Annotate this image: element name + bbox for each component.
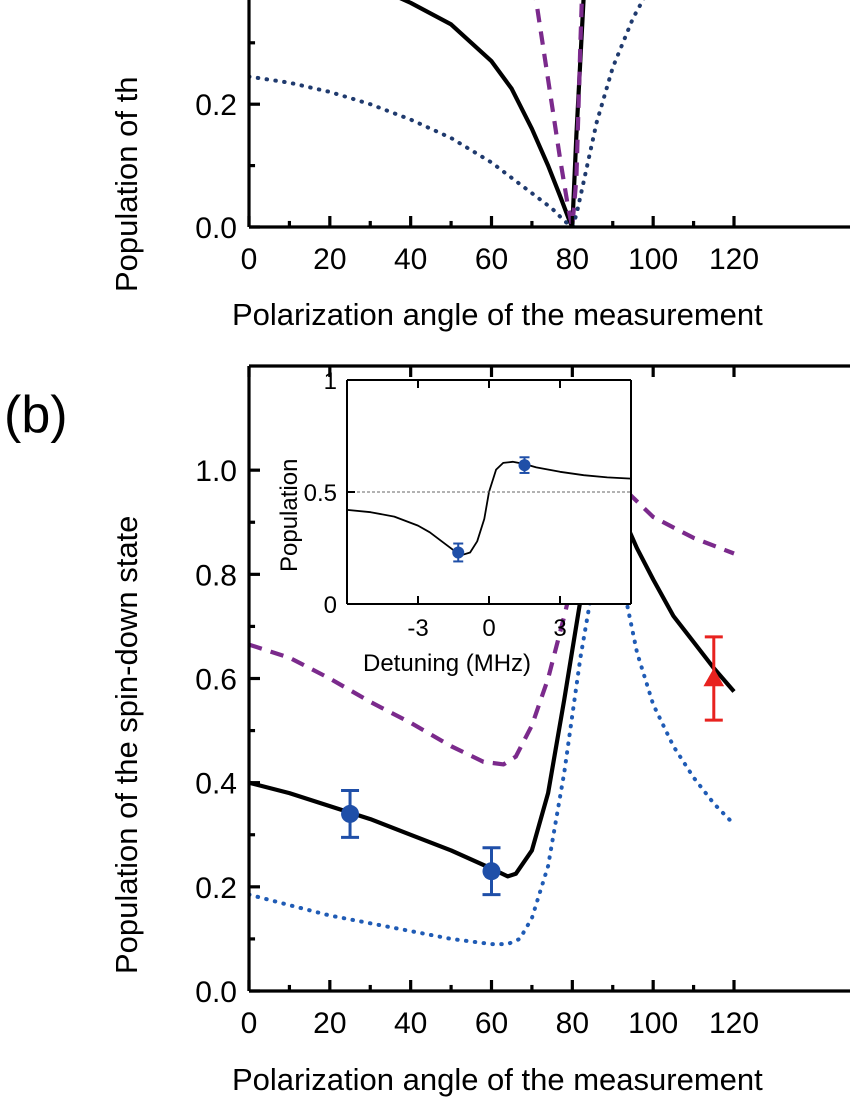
inset-series-solid-line bbox=[347, 460, 632, 556]
panel-b-marker-triangle bbox=[703, 668, 725, 687]
panel-b-marker-circle bbox=[341, 804, 360, 823]
panel-b-x-tick-label: 80 bbox=[556, 1007, 589, 1040]
panel-b: (b) Population of the spin-down state 0 2… bbox=[4, 364, 850, 1097]
panel-b-y-label: Population of the spin-down state bbox=[109, 516, 144, 974]
panel-a-x-tick-label: 80 bbox=[556, 243, 589, 276]
panel-b-series-solid-line bbox=[249, 488, 736, 879]
inset-y-tick-label: 1 bbox=[324, 368, 337, 395]
panel-b-x-label: Polarization angle of the measurement bbox=[232, 1062, 763, 1097]
inset-y-tick-label: 0.5 bbox=[304, 480, 337, 507]
inset: -3 0 3 0 0.5 1 Population Detuning (MHz) bbox=[276, 368, 632, 677]
panel-b-x-tick-label: 0 bbox=[241, 1007, 258, 1040]
panel-a-x-tick-label: 120 bbox=[709, 243, 759, 276]
panel-b-y-tick-label: 0.0 bbox=[195, 976, 237, 1009]
inset-marker-circle bbox=[452, 546, 465, 559]
panel-a-x-tick-label: 60 bbox=[475, 243, 508, 276]
inset-y-label: Population bbox=[276, 459, 303, 572]
inset-data-point bbox=[518, 456, 531, 474]
inset-x-label: Detuning (MHz) bbox=[363, 650, 531, 677]
panel-b-x-tick-label: 120 bbox=[709, 1007, 759, 1040]
panel-a-series-solid-line bbox=[399, 0, 586, 227]
panel-b-marker-circle bbox=[482, 862, 501, 881]
panel-b-y-tick-label: 1.0 bbox=[195, 455, 237, 488]
panel-a-y-tick-label: 0.0 bbox=[195, 212, 237, 245]
panel-a-x-tick-label: 20 bbox=[313, 243, 346, 276]
panel-a-series-dotted-line bbox=[249, 0, 646, 227]
panel-b-data-point bbox=[341, 788, 360, 839]
panel-a-y-label: Population of th bbox=[109, 77, 144, 292]
panel-b-x-tick-label: 40 bbox=[394, 1007, 427, 1040]
panel-a-y-tick-label: 0.2 bbox=[195, 89, 237, 122]
panel-a-x-tick-label: 40 bbox=[394, 243, 427, 276]
panel-a-series-dashed-line bbox=[533, 0, 584, 227]
panel-a: Population of th 0204060801001200.00.20.… bbox=[109, 0, 850, 332]
inset-ticks: -3 0 3 0 0.5 1 bbox=[304, 368, 632, 642]
panel-b-data-point bbox=[482, 846, 501, 897]
panel-b-data-point bbox=[703, 635, 725, 722]
panel-a-plot-area bbox=[249, 0, 646, 227]
panel-b-y-tick-label: 0.2 bbox=[195, 872, 237, 905]
inset-x-tick-label: -3 bbox=[407, 615, 428, 642]
panel-a-x-tick-label: 100 bbox=[628, 243, 678, 276]
panel-a-x-label: Polarization angle of the measurement bbox=[232, 297, 763, 332]
panel-b-series-dotted-line bbox=[249, 504, 736, 947]
panel-b-x-tick-label: 100 bbox=[628, 1007, 678, 1040]
inset-y-tick-label: 0 bbox=[324, 592, 337, 619]
panel-b-y-tick-label: 0.4 bbox=[195, 768, 237, 801]
panel-a-x-tick-label: 0 bbox=[241, 243, 258, 276]
inset-data-point bbox=[452, 542, 465, 563]
panel-b-x-tick-label: 20 bbox=[313, 1007, 346, 1040]
inset-x-tick-label: 0 bbox=[482, 615, 495, 642]
panel-b-label: (b) bbox=[4, 386, 68, 444]
inset-x-tick-label: 3 bbox=[553, 615, 566, 642]
panel-b-y-tick-label: 0.6 bbox=[195, 664, 237, 697]
inset-marker-circle bbox=[518, 459, 531, 472]
inset-plot-area bbox=[347, 456, 632, 563]
panel-b-x-tick-label: 60 bbox=[475, 1007, 508, 1040]
panel-b-y-tick-label: 0.8 bbox=[195, 559, 237, 592]
